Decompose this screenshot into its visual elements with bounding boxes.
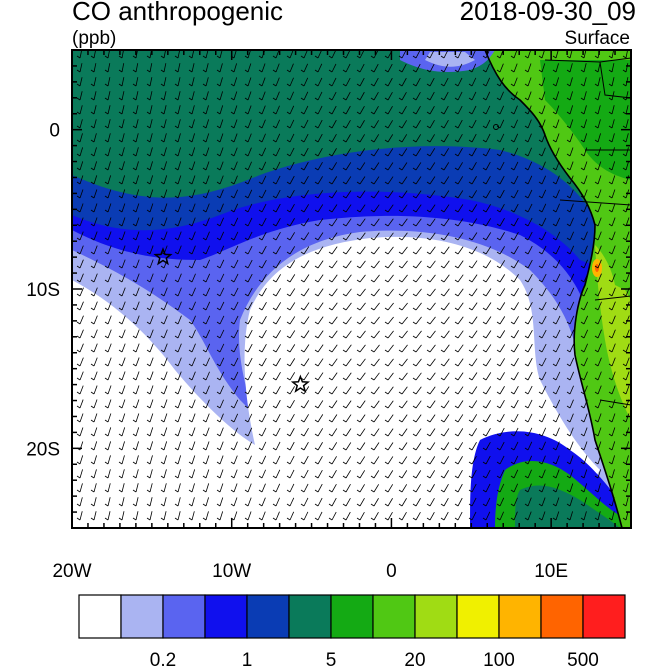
lon-tick-label: 10E — [534, 561, 568, 582]
lon-tick-label: 10W — [212, 561, 251, 582]
colorbar-swatch — [372, 594, 416, 639]
colorbar-swatch — [582, 594, 626, 639]
colorbar-swatch — [162, 594, 206, 639]
map-title: CO anthropogenic — [72, 0, 284, 26]
colorbar-swatch — [288, 594, 332, 639]
axis-tick-labels: 20W 10W 0 10E 0 10S 20S — [26, 121, 568, 582]
star-marker — [290, 374, 310, 393]
level-label: Surface — [564, 28, 630, 49]
colorbar-label: 5 — [326, 650, 337, 667]
lat-tick-label: 0 — [49, 121, 60, 142]
colorbar-swatch — [498, 594, 542, 639]
star-marker — [153, 246, 173, 266]
units-label: (ppb) — [72, 28, 117, 49]
lat-tick-label: 10S — [26, 280, 60, 301]
colorbar-label: 0.2 — [150, 650, 176, 667]
colorbar-label: 20 — [404, 650, 425, 667]
map-field — [72, 50, 631, 528]
colorbar-swatch — [414, 594, 458, 639]
colorbar-swatch — [540, 594, 584, 639]
colorbar-swatch — [330, 594, 374, 639]
colorbar-swatch — [204, 594, 248, 639]
colorbar-swatch — [78, 594, 122, 639]
colorbar-label: 100 — [483, 650, 515, 667]
lon-tick-label: 0 — [386, 561, 397, 582]
colorbar — [78, 594, 626, 639]
colorbar-swatch — [246, 594, 290, 639]
colorbar-label: 1 — [242, 650, 253, 667]
datetime-label: 2018-09-30_09 — [459, 0, 636, 26]
axis-ticks — [71, 49, 632, 529]
lat-tick-label: 20S — [26, 439, 60, 460]
lon-tick-label: 20W — [52, 561, 91, 582]
colorbar-labels: 0.2 1 5 20 100 500 — [150, 650, 599, 667]
station-markers — [153, 246, 310, 393]
colorbar-swatch — [120, 594, 164, 639]
colorbar-swatch — [456, 594, 500, 639]
colorbar-label: 500 — [567, 650, 599, 667]
